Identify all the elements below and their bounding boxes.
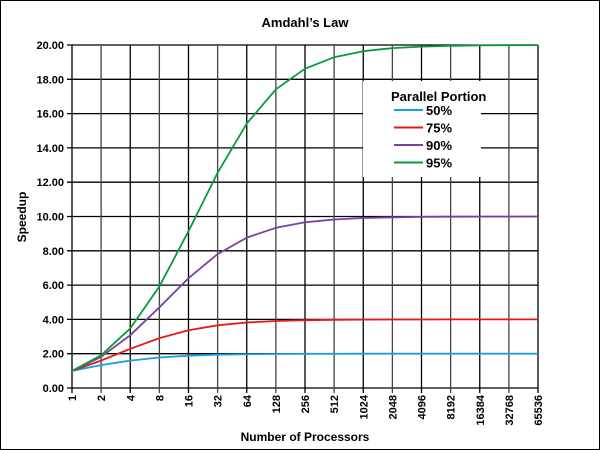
series-lines [71, 44, 539, 372]
x-axis-label: Number of Processors [241, 430, 370, 444]
x-tick-label: 64 [242, 394, 254, 407]
y-tick-label: 20.00 [36, 40, 64, 52]
legend-background [363, 81, 481, 177]
x-tick-label: 512 [329, 395, 341, 413]
legend-label: 50% [426, 103, 452, 118]
chart-title: Amdahl’s Law [262, 15, 350, 30]
x-tick-label: 128 [271, 395, 283, 413]
y-axis-label: Speedup [15, 192, 29, 243]
x-axis-ticks: 1 2 4 8 16 32 64 128 256 512 1024 2048 4096 8192 16384… [67, 394, 545, 425]
y-tick-label: 12.00 [36, 177, 64, 189]
x-tick-label: 32 [213, 395, 225, 407]
series-line-50pct [71, 352, 538, 372]
series-line-95pct [71, 44, 539, 372]
x-tick-label: 65536 [533, 395, 545, 426]
legend-label: 75% [426, 121, 452, 136]
legend: Parallel Portion 50% 75% 90% 95% [363, 81, 486, 177]
x-tick-label: 16 [184, 395, 196, 407]
x-tick-label: 2 [96, 395, 108, 401]
series-line-75pct [71, 318, 538, 372]
x-tick-label: 8 [154, 395, 166, 401]
y-tick-label: 16.00 [36, 109, 64, 121]
x-tick-label: 1 [67, 395, 79, 401]
y-axis-ticks: 0.00 2.00 4.00 6.00 8.00 10.00 12.00 14.00 16.00… [36, 40, 64, 395]
x-tick-label: 1024 [358, 394, 370, 419]
x-tick-label: 4096 [417, 395, 429, 419]
y-tick-label: 4.00 [43, 314, 64, 326]
x-tick-label: 32768 [504, 395, 516, 426]
legend-title: Parallel Portion [391, 89, 486, 104]
y-tick-label: 0.00 [43, 383, 64, 395]
y-tick-label: 6.00 [43, 280, 64, 292]
y-tick-label: 10.00 [36, 212, 64, 224]
x-tick-label: 2048 [387, 395, 399, 419]
x-tick-label: 4 [125, 394, 137, 401]
x-tick-label: 256 [300, 395, 312, 413]
series-line-90pct [71, 215, 539, 372]
x-tick-label: 16384 [475, 394, 487, 425]
y-tick-label: 2.00 [43, 349, 64, 361]
y-tick-label: 18.00 [36, 74, 64, 86]
legend-label: 95% [426, 156, 452, 171]
y-tick-label: 8.00 [43, 246, 64, 258]
legend-label: 90% [426, 138, 452, 153]
x-tick-label: 8192 [446, 395, 458, 419]
y-tick-label: 14.00 [36, 143, 64, 155]
